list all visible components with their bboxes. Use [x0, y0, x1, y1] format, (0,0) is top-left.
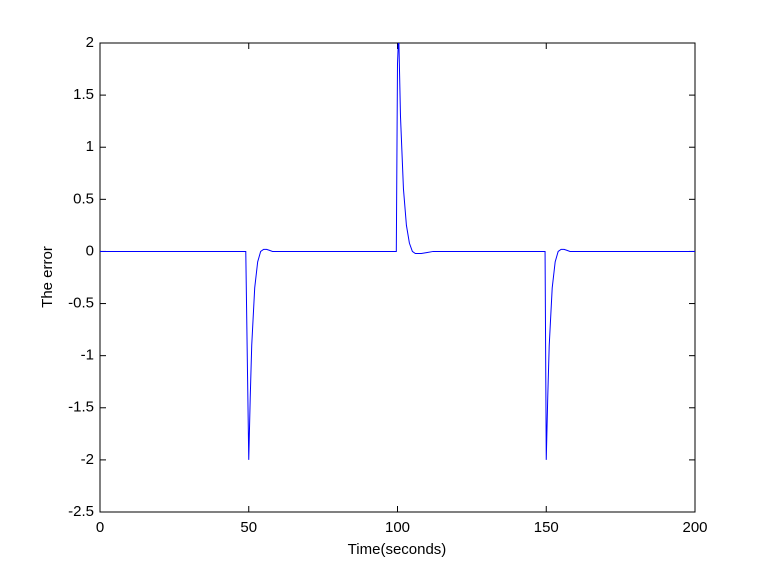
- x-axis-label: Time(seconds): [348, 541, 447, 558]
- x-tick-label: 200: [682, 519, 707, 536]
- y-tick-label: 0: [86, 242, 94, 259]
- y-tick-label: 1.5: [73, 86, 94, 103]
- y-tick-label: 2: [86, 34, 94, 51]
- data-line: [100, 43, 695, 460]
- x-tick-label: 100: [385, 519, 410, 536]
- y-axis-label: The error: [39, 246, 56, 308]
- y-tick-label: -0.5: [68, 295, 94, 312]
- y-tick-label: -2.5: [68, 503, 94, 520]
- x-tick-label: 50: [240, 519, 257, 536]
- y-tick-label: 0.5: [73, 190, 94, 207]
- y-tick-label: -1: [81, 347, 94, 364]
- y-tick-label: 1: [86, 138, 94, 155]
- x-tick-label: 150: [534, 519, 559, 536]
- y-tick-label: -1.5: [68, 399, 94, 416]
- x-tick-label: 0: [96, 519, 104, 536]
- y-tick-label: -2: [81, 451, 94, 468]
